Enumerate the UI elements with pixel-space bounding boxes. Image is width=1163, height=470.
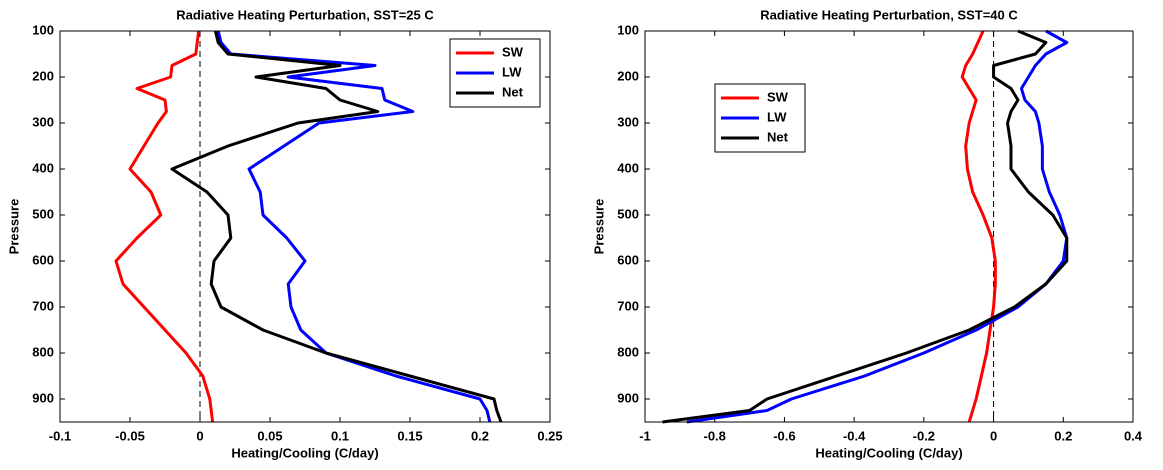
y-tick-label: 200 [617,68,639,83]
x-tick-label: 0.1 [331,428,349,443]
y-tick-label: 800 [617,344,639,359]
chart-title: Radiative Heating Perturbation, SST=25 C [176,7,434,22]
series-line [114,30,215,423]
y-tick-label: 100 [617,22,639,37]
x-tick-label: 0.15 [397,428,422,443]
x-tick-label: 0 [196,428,203,443]
y-tick-label: 800 [32,344,54,359]
y-tick-label: 900 [617,390,639,405]
y-tick-label: 700 [617,298,639,313]
legend-label: LW [767,109,787,124]
axes-frame [644,30,1134,423]
series-line [662,29,1069,424]
x-tick-label: 0.05 [257,428,282,443]
x-tick-label: -1 [639,428,651,443]
y-axis-label: Pressure [591,199,606,255]
y-tick-label: 400 [32,160,54,175]
x-axis-label: Heating/Cooling (C/day) [815,445,962,460]
y-tick-label: 600 [617,252,639,267]
legend-label: Net [767,129,789,144]
series-line [960,30,997,423]
x-tick-label: -0.6 [773,428,795,443]
y-tick-label: 500 [32,206,54,221]
y-tick-label: 300 [617,114,639,129]
x-tick-label: 0.25 [537,428,562,443]
y-tick-label: 500 [617,206,639,221]
x-axis-label: Heating/Cooling (C/day) [231,445,378,460]
x-tick-label: 0.2 [471,428,489,443]
axes-frame [59,30,551,423]
x-tick-label: -0.2 [913,428,935,443]
x-tick-label: -0.1 [49,428,71,443]
y-tick-label: 600 [32,252,54,267]
y-tick-label: 900 [32,390,54,405]
x-tick-label: -0.05 [115,428,145,443]
y-tick-label: 300 [32,114,54,129]
series-line [170,30,503,423]
x-tick-label: 0.2 [1054,428,1072,443]
legend-label: Net [502,84,524,99]
y-tick-label: 700 [32,298,54,313]
legend-label: LW [502,64,522,79]
legend-label: SW [767,89,789,104]
x-tick-label: -0.4 [843,428,866,443]
y-tick-label: 400 [617,160,639,175]
legend-label: SW [502,44,524,59]
y-tick-label: 200 [32,68,54,83]
x-tick-label: -0.8 [704,428,726,443]
panel: -1 -0.8 -0.6 -0.4 -0.2 0 0.2 0.4 100 200 300 400 500… [591,7,1142,460]
y-axis-label: Pressure [6,199,21,255]
series-line [686,29,1069,424]
x-tick-label: 0 [990,428,997,443]
y-tick-label: 100 [32,22,54,37]
x-tick-label: 0.4 [1124,428,1143,443]
panel: -0.1 -0.05 0 0.05 0.1 0.15 0.2 0.25 100 200 300 400… [6,7,562,460]
chart-title: Radiative Heating Perturbation, SST=40 C [760,7,1018,22]
